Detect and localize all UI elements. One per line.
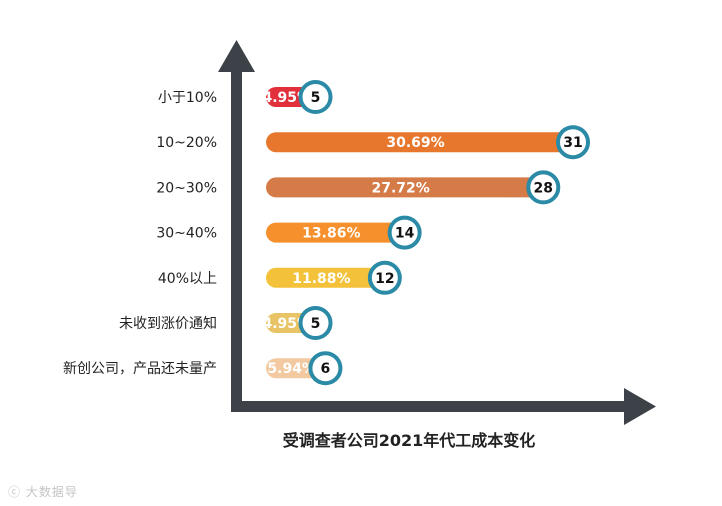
bar (266, 267, 385, 288)
count-label: 5 (311, 316, 321, 332)
percent-label: 30.69% (386, 135, 444, 151)
count-label: 6 (321, 361, 331, 377)
x-axis-line (231, 401, 627, 412)
count-marker (308, 351, 343, 386)
watermark-text: 大数据导 (25, 485, 78, 499)
watermark: ⓒ 大数据导 (8, 483, 78, 500)
chart-title: 受调查者公司2021年代工成本变化 (283, 431, 536, 450)
count-label: 31 (563, 135, 582, 151)
category-label: 30~40% (156, 226, 217, 242)
count-label: 5 (311, 90, 321, 106)
category-label: 40%以上 (158, 271, 217, 287)
count-marker (367, 260, 402, 295)
category-label: 小于10% (158, 90, 217, 106)
count-marker (387, 215, 422, 250)
count-marker (298, 306, 333, 340)
y-axis-line (231, 68, 242, 412)
category-label: 10~20% (156, 135, 217, 151)
count-marker (526, 170, 561, 205)
x-axis-arrow (624, 388, 656, 425)
axes-layer (218, 40, 656, 425)
count-label: 28 (534, 180, 553, 196)
category-label: 未收到涨价通知 (119, 315, 217, 332)
category-label: 新创公司，产品还未量产 (63, 361, 217, 377)
percent-label: 5.94% (267, 361, 316, 377)
category-label: 20~30% (156, 180, 217, 196)
count-label: 12 (375, 271, 394, 287)
bar (266, 222, 405, 243)
y-axis-arrow (218, 40, 255, 72)
count-label: 14 (395, 226, 415, 242)
watermark-logo-icon: ⓒ (8, 485, 22, 499)
percent-label: 13.86% (302, 226, 360, 242)
count-marker (298, 80, 333, 114)
percent-label: 27.72% (371, 180, 429, 196)
count-marker (556, 125, 590, 160)
bar (266, 132, 573, 153)
bar (266, 177, 544, 198)
percent-label: 11.88% (292, 271, 350, 287)
